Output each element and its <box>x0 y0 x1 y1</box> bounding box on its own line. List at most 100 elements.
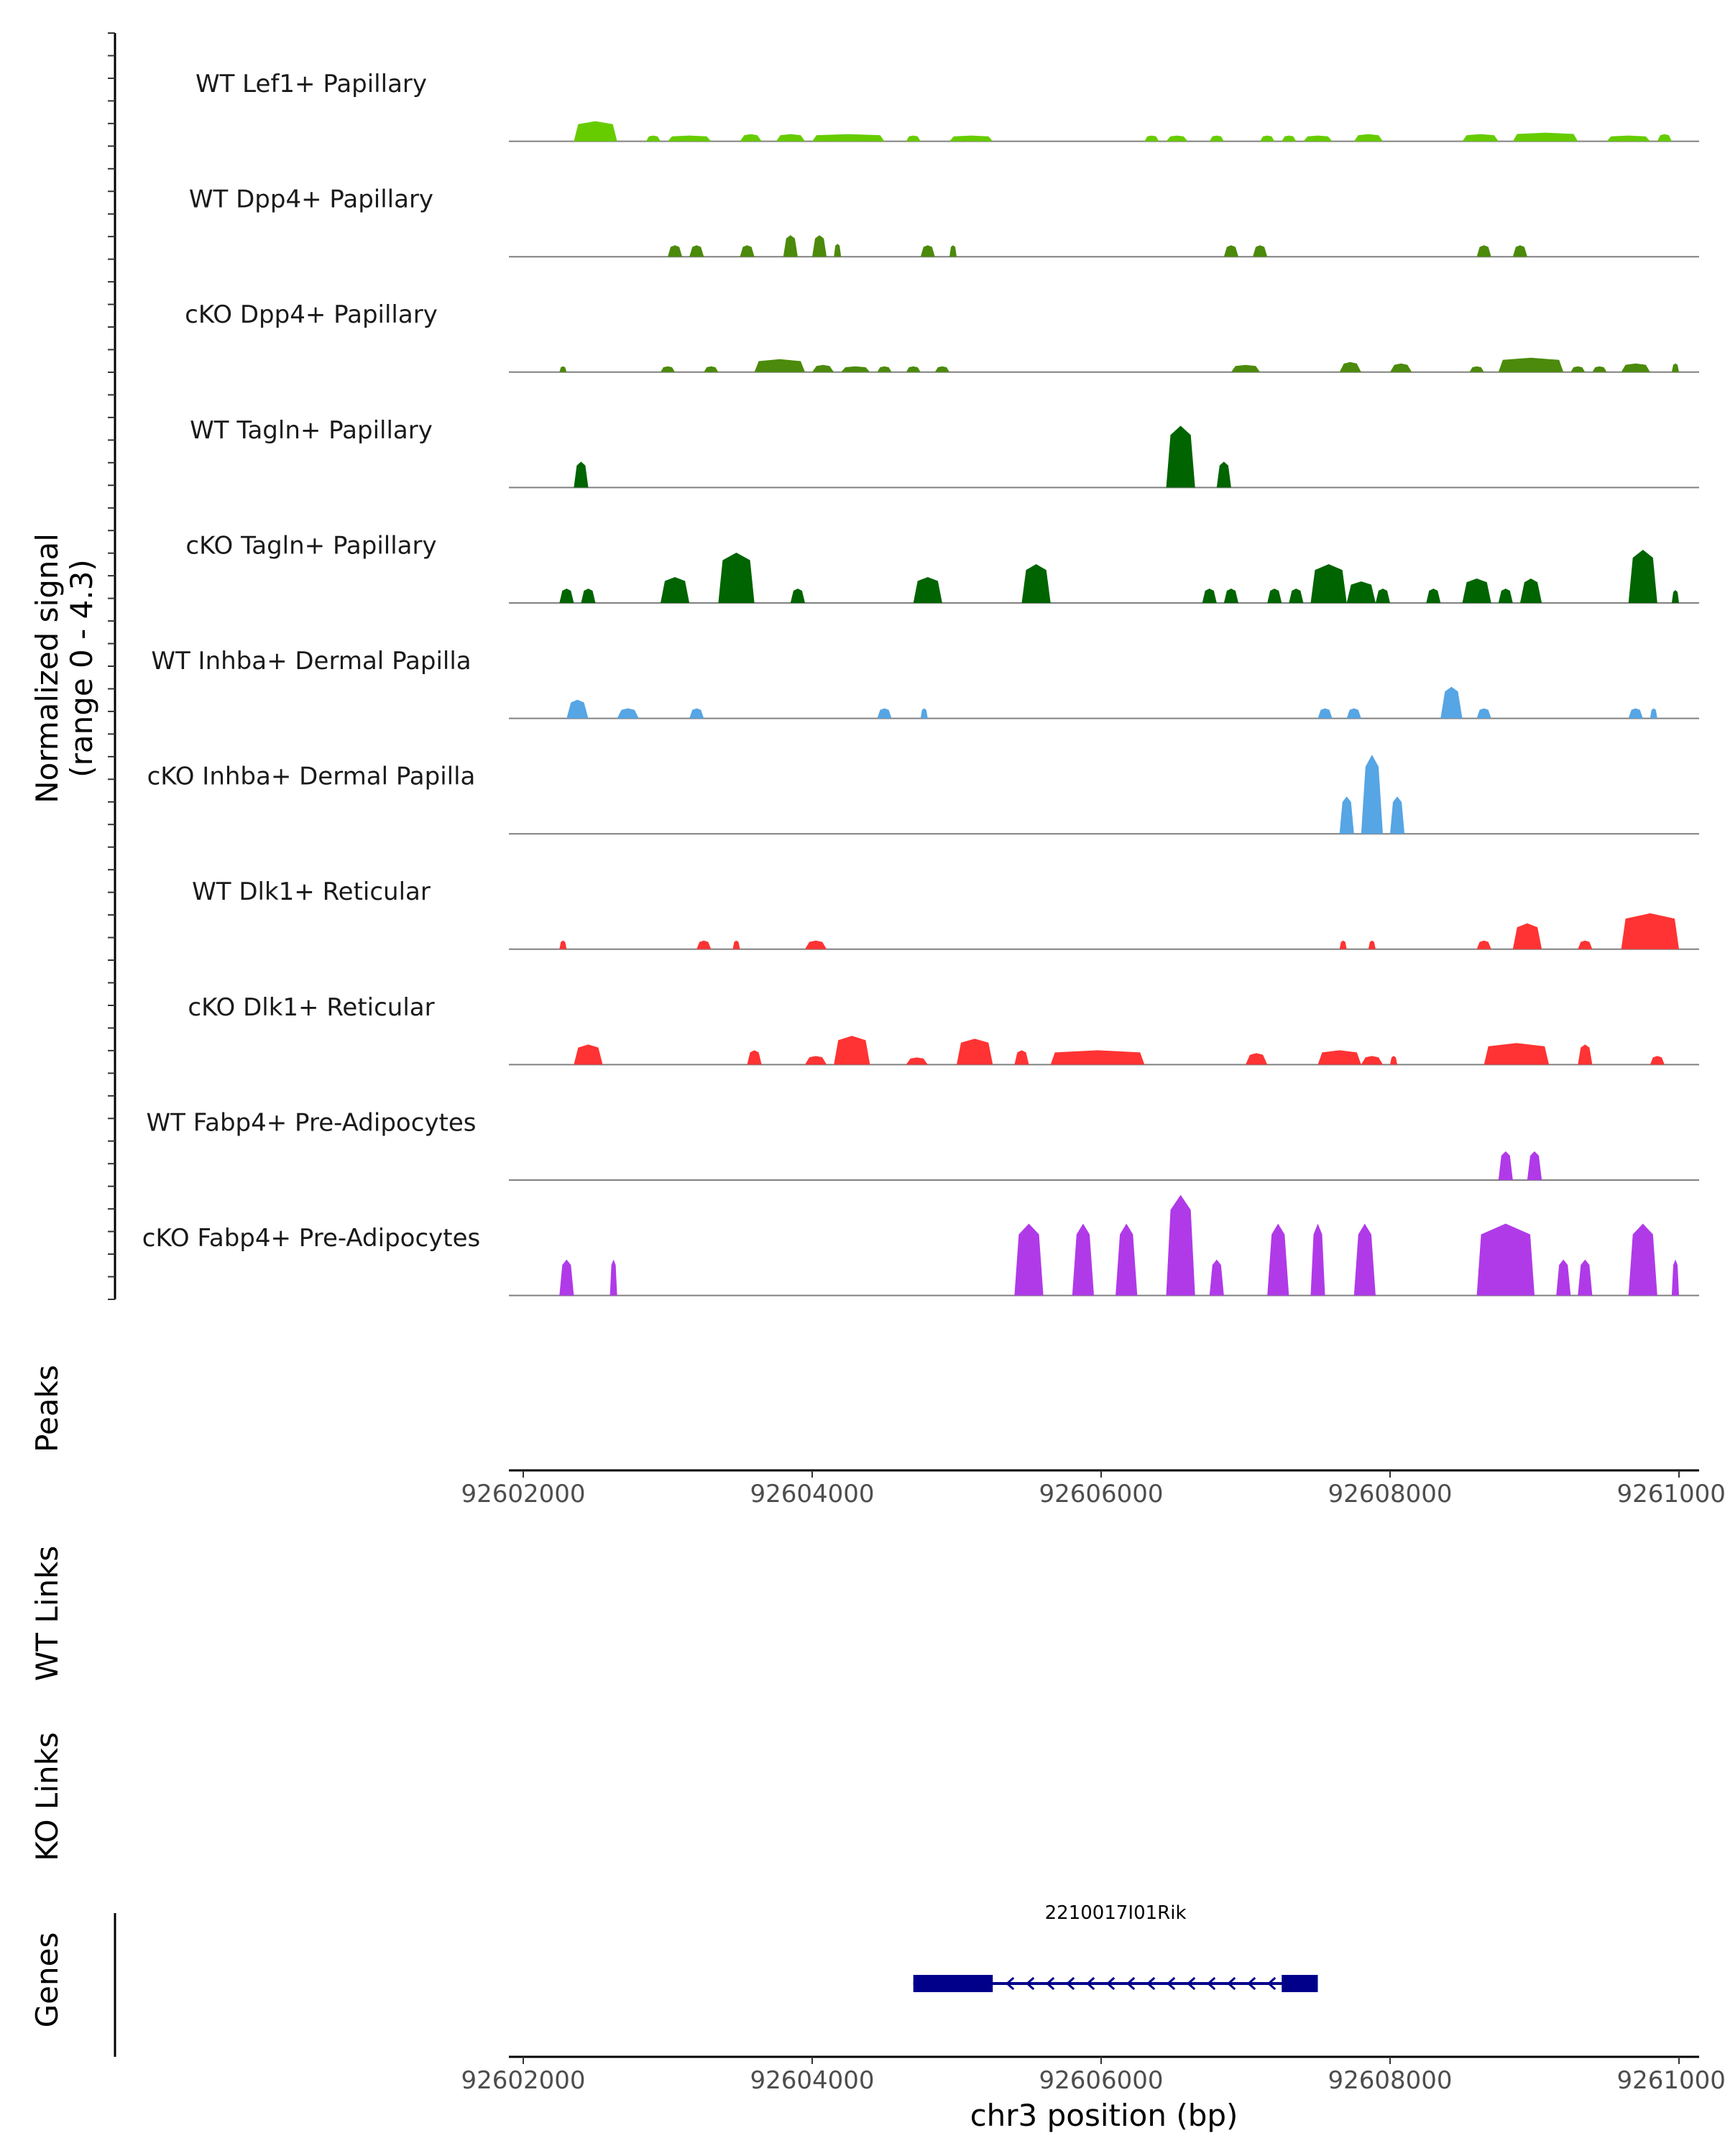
signal-peak <box>1628 550 1657 603</box>
signal-peak <box>668 245 683 257</box>
signal-peak <box>1512 132 1578 142</box>
signal-peak <box>1282 135 1297 142</box>
strand-arrow <box>1226 1976 1236 1991</box>
gene-name-label: 2210017I01Rik <box>1045 1902 1187 1924</box>
strand-arrow <box>1005 1976 1015 1991</box>
signal-peak <box>1317 1050 1361 1065</box>
signal-peak <box>834 1036 870 1065</box>
track-label: WT Dpp4+ Papillary <box>189 185 433 214</box>
signal-peak <box>949 245 957 257</box>
track-2: cKO Dpp4+ Papillary <box>185 300 1699 373</box>
signal-peak <box>1476 940 1491 949</box>
strand-arrow <box>1206 1976 1216 1991</box>
track-label: WT Fabp4+ Pre-Adipocytes <box>147 1108 477 1137</box>
signal-y-axis <box>108 32 116 1300</box>
signal-peak <box>1014 1223 1044 1296</box>
signal-peak <box>1209 135 1224 142</box>
strand-arrow <box>1105 1976 1116 1991</box>
signal-peak <box>1021 564 1051 603</box>
signal-peak <box>877 366 892 372</box>
signal-peak <box>1267 589 1282 603</box>
signal-peak <box>574 461 589 488</box>
track-label: WT Lef1+ Papillary <box>196 70 427 98</box>
signal-peak <box>1476 708 1491 719</box>
track-3: WT Tagln+ Papillary <box>190 416 1699 489</box>
x-tick-label: 92606000 <box>1039 2066 1163 2095</box>
signal-peak <box>812 235 827 257</box>
signal-peak <box>1346 581 1376 603</box>
strand-arrow <box>1045 1976 1055 1991</box>
signal-peak <box>740 245 755 257</box>
signal-peak <box>1289 589 1304 603</box>
signal-peak <box>1303 135 1333 142</box>
signal-peak <box>1310 1223 1325 1296</box>
track-10: cKO Fabp4+ Pre-Adipocytes <box>142 1194 1699 1296</box>
signal-peak <box>1144 135 1159 142</box>
signal-peak <box>1512 923 1542 949</box>
signal-peak <box>732 940 740 949</box>
signal-peak <box>661 577 690 603</box>
signal-peak <box>1216 461 1231 488</box>
signal-peak <box>1339 361 1361 372</box>
signal-peak <box>610 1259 617 1296</box>
signal-peak <box>1469 366 1484 372</box>
signal-peak <box>1592 366 1607 372</box>
signal-peak <box>1578 1044 1593 1065</box>
track-label: cKO Dlk1+ Reticular <box>188 993 434 1022</box>
x-tick-label: 92602000 <box>461 1480 585 1508</box>
signal-peak <box>957 1038 993 1065</box>
signal-peak <box>906 135 921 142</box>
signal-peak <box>1166 1194 1195 1296</box>
signal-peak <box>1246 1053 1268 1065</box>
track-4: cKO Tagln+ Papillary <box>185 531 1699 604</box>
track-1: WT Dpp4+ Papillary <box>189 185 1699 258</box>
signal-peak <box>1317 708 1333 719</box>
signal-peak <box>1484 1043 1550 1065</box>
signal-peak <box>1260 135 1275 142</box>
signal-peak <box>1014 1050 1029 1065</box>
track-6: cKO Inhba+ Dermal Papilla <box>147 755 1699 835</box>
signal-peak <box>920 245 935 257</box>
signal-peak <box>1462 134 1499 142</box>
strand-arrow <box>1126 1976 1136 1991</box>
signal-peak <box>877 708 892 719</box>
signal-peak <box>1353 1223 1376 1296</box>
signal-peak <box>566 699 589 719</box>
coverage-tracks: WT Lef1+ Papillary WT Dpp4+ Papillary cKO … <box>142 70 1699 1296</box>
signal-peak <box>661 366 675 372</box>
x-tick-label: 92608000 <box>1328 1480 1452 1508</box>
signal-peak <box>1346 708 1361 719</box>
gene-exon <box>913 1975 993 1992</box>
signal-peak <box>559 589 574 603</box>
signal-peak <box>1050 1050 1145 1065</box>
signal-peak <box>1166 135 1188 142</box>
signal-peak <box>783 235 798 257</box>
signal-peak <box>834 244 842 257</box>
signal-peak <box>668 135 712 142</box>
signal-peak <box>1339 940 1347 949</box>
strand-arrow <box>1186 1976 1196 1991</box>
signal-peak <box>1353 134 1383 142</box>
signal-peak <box>1116 1223 1138 1296</box>
signal-peak <box>1650 708 1657 719</box>
x-tick-label: 92604000 <box>750 1480 874 1508</box>
signal-peak <box>1072 1223 1094 1296</box>
signal-peak <box>949 135 993 142</box>
signal-peak <box>805 940 827 949</box>
signal-peak <box>1230 364 1261 372</box>
signal-peak <box>1519 579 1542 603</box>
peaks-panel-label: Peaks <box>29 1365 65 1452</box>
signal-peak <box>1657 134 1672 142</box>
signal-peak <box>1209 1259 1224 1296</box>
genes-panel-label: Genes <box>29 1932 65 2028</box>
strand-arrow <box>1166 1976 1176 1991</box>
signal-peak <box>559 940 567 949</box>
signal-peak <box>1650 1056 1665 1065</box>
signal-peak <box>1621 913 1679 949</box>
signal-peak <box>812 364 834 372</box>
signal-peak <box>934 366 949 372</box>
track-label: WT Inhba+ Dermal Papilla <box>151 647 471 676</box>
x-tick-label: 92602000 <box>461 2066 585 2095</box>
signal-peak <box>1578 1259 1593 1296</box>
